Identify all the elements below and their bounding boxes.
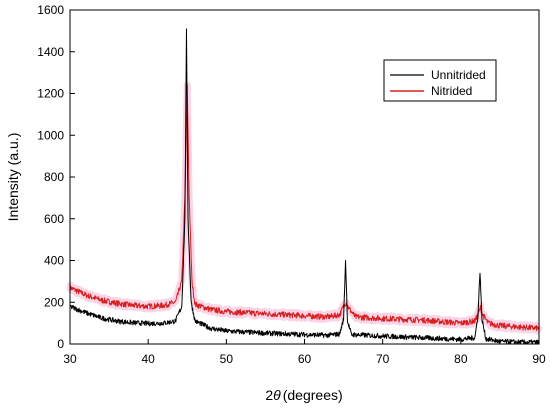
y-tick-label: 1400 [37,45,64,59]
x-tick-label: 90 [532,352,546,366]
series-line-unnitrided [69,28,540,345]
series-band-nitrided [66,81,543,335]
legend-label-nitrided: Nitrided [431,84,472,98]
y-tick-label: 1200 [37,87,64,101]
x-tick-label: 80 [454,352,468,366]
legend: Unnitrided Nitrided [383,59,497,102]
x-axis-title-suffix: (degrees) [283,387,343,403]
y-tick-label: 1600 [37,3,64,17]
plot-area [66,28,543,345]
x-tick-label: 70 [376,352,390,366]
x-tick-label: 40 [141,352,155,366]
x-axis-title-theta: θ [273,387,281,403]
y-tick-label: 600 [44,212,64,226]
y-tick-label: 800 [44,170,64,184]
series-line-nitrided [69,84,540,332]
y-tick-label: 400 [44,254,64,268]
x-tick-label: 60 [298,352,312,366]
y-tick-label: 0 [57,337,64,351]
x-tick-label: 30 [63,352,77,366]
axis-ticks: 30 40 50 60 70 80 90 0 200 400 600 800 1000 1200 1400 1… [37,3,546,366]
x-axis-title: 2θ (degrees) [265,387,342,403]
x-axis-title-prefix: 2 [265,387,273,403]
legend-label-unnitrided: Unnitrided [431,68,486,82]
legend-box [383,59,497,102]
y-axis-title: Intensity (a.u.) [5,133,21,222]
y-tick-label: 200 [44,295,64,309]
x-tick-label: 50 [220,352,234,366]
y-tick-label: 1000 [37,128,64,142]
